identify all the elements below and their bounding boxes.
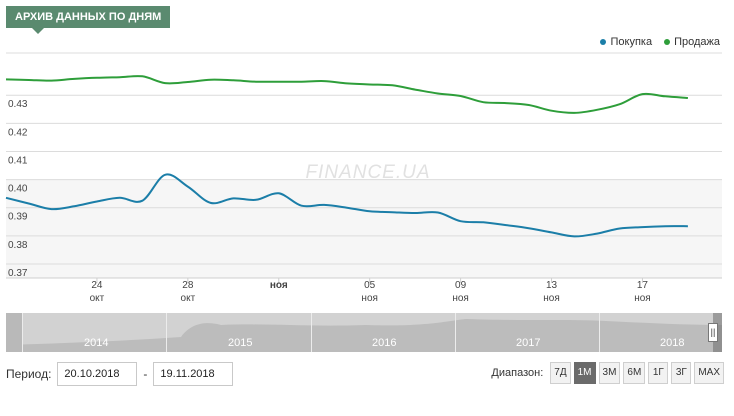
plot-band xyxy=(6,180,722,278)
navigator-divider xyxy=(599,313,600,352)
series-line-sell xyxy=(5,75,688,114)
navigator-divider xyxy=(166,313,167,352)
navigator-year-2015: 2015 xyxy=(228,337,253,349)
navigator-divider xyxy=(22,313,23,352)
navigator-divider xyxy=(311,313,312,352)
y-tick-label: 0.39 xyxy=(8,212,28,223)
navigator-year-2018: 2018 xyxy=(660,337,685,349)
x-tick-month-label: окт xyxy=(90,293,105,304)
date-from-input[interactable]: 20.10.2018 xyxy=(57,362,138,386)
y-tick-label: 0.40 xyxy=(8,184,28,195)
y-tick-label: 0.41 xyxy=(8,155,28,166)
range-button-3m[interactable]: 3М xyxy=(598,362,621,384)
legend-label-buy: Покупка xyxy=(610,36,653,48)
chart-legend: Покупка Продажа xyxy=(600,36,720,48)
legend-dot-sell xyxy=(664,39,671,45)
range-button-3y[interactable]: 3Г xyxy=(671,362,692,384)
x-tick-label: ноя xyxy=(270,280,288,291)
range-navigator[interactable]: 2014 2015 2016 2017 2018 || xyxy=(6,313,722,352)
x-tick-label: 05 xyxy=(364,280,376,291)
navigator-left-shade xyxy=(6,313,22,352)
range-button-7d[interactable]: 7Д xyxy=(550,362,571,384)
date-to-input[interactable]: 19.11.2018 xyxy=(153,362,234,386)
range-selector: Диапазон: 7Д 1М 3М 6М 1Г 3Г MAX xyxy=(491,362,724,384)
legend-item-sell[interactable]: Продажа xyxy=(664,36,720,48)
period-row: Период: 20.10.2018 - 19.11.2018 xyxy=(6,362,239,386)
legend-dot-buy xyxy=(600,39,607,45)
x-tick-label: 17 xyxy=(637,280,649,291)
period-label: Период: xyxy=(6,367,52,381)
price-chart: 0.37 0.38 0.39 0.40 0.41 0.42 0.43 FINANCE.UA 24… xyxy=(5,52,722,304)
date-dash: - xyxy=(143,367,148,381)
y-tick-label: 0.37 xyxy=(8,268,28,279)
y-tick-label: 0.43 xyxy=(8,99,28,110)
range-button-1y[interactable]: 1Г xyxy=(648,362,669,384)
x-tick-label: 24 xyxy=(91,280,103,291)
x-tick-label: 13 xyxy=(546,280,558,291)
range-button-6m[interactable]: 6М xyxy=(623,362,646,384)
series-line-buy xyxy=(5,173,688,238)
legend-label-sell: Продажа xyxy=(674,36,720,48)
range-label: Диапазон: xyxy=(491,367,544,379)
y-tick-label: 0.38 xyxy=(8,240,28,251)
x-tick-month-label: ноя xyxy=(452,293,469,304)
navigator-area xyxy=(6,319,722,352)
range-button-max[interactable]: MAX xyxy=(694,362,724,384)
watermark: FINANCE.UA xyxy=(305,162,430,183)
archive-tag-label: АРХИВ ДАННЫХ ПО ДНЯМ xyxy=(15,11,162,23)
x-tick-label: 09 xyxy=(455,280,467,291)
x-tick-month-label: ноя xyxy=(543,293,560,304)
range-button-1m[interactable]: 1М xyxy=(573,362,596,384)
x-tick-label: 28 xyxy=(182,280,194,291)
navigator-divider xyxy=(455,313,456,352)
x-tick-month-label: ноя xyxy=(361,293,378,304)
archive-tag: АРХИВ ДАННЫХ ПО ДНЯМ xyxy=(6,6,171,34)
x-tick-month-label: окт xyxy=(181,293,196,304)
x-tick-month-label: ноя xyxy=(634,293,651,304)
grip-icon[interactable]: || xyxy=(708,323,718,342)
legend-item-buy[interactable]: Покупка xyxy=(600,36,652,48)
y-tick-label: 0.42 xyxy=(8,127,28,138)
navigator-year-2017: 2017 xyxy=(516,337,541,349)
navigator-year-2016: 2016 xyxy=(372,337,397,349)
navigator-year-2014: 2014 xyxy=(84,337,109,349)
